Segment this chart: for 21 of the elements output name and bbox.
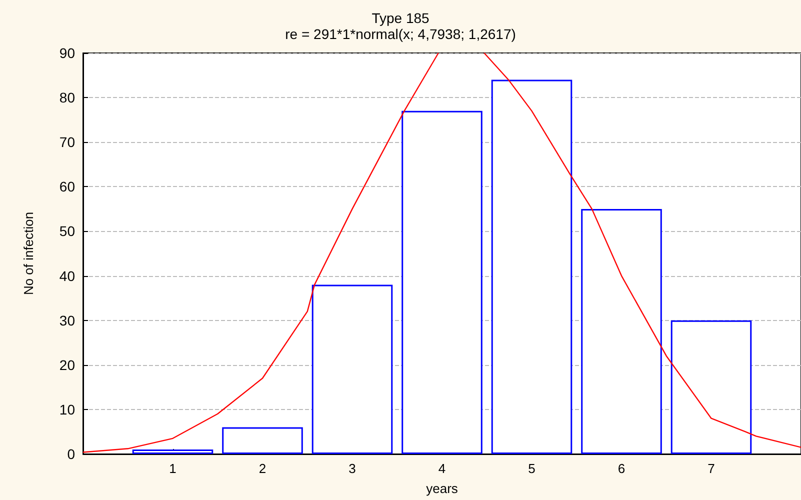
y-tick-label: 0 xyxy=(67,446,76,462)
y-tick-label: 50 xyxy=(59,223,76,240)
y-tick-label: 20 xyxy=(59,356,76,373)
chart-title: Type 185 xyxy=(372,10,430,26)
y-tick-label: 90 xyxy=(59,45,76,61)
chart-subtitle: re = 291*1*normal(x; 4,7938; 1,2617) xyxy=(285,26,516,42)
y-tick-label: 60 xyxy=(59,178,76,195)
x-tick-label: 5 xyxy=(528,461,536,476)
x-tick-label: 3 xyxy=(348,461,356,476)
y-tick-label: 30 xyxy=(59,312,76,328)
x-tick-label: 4 xyxy=(438,461,446,476)
y-tick-label: 80 xyxy=(59,90,76,106)
y-tick-label: 70 xyxy=(59,134,76,150)
x-tick-label: 1 xyxy=(169,461,176,476)
x-tick-label: 7 xyxy=(708,461,715,476)
y-axis-title: No of infection xyxy=(21,212,36,296)
x-axis-title: years xyxy=(426,481,458,496)
x-tick-label: 2 xyxy=(258,461,266,476)
y-tick-label: 10 xyxy=(59,401,76,418)
x-tick-label: 6 xyxy=(618,461,626,476)
y-tick-label: 40 xyxy=(59,268,76,284)
